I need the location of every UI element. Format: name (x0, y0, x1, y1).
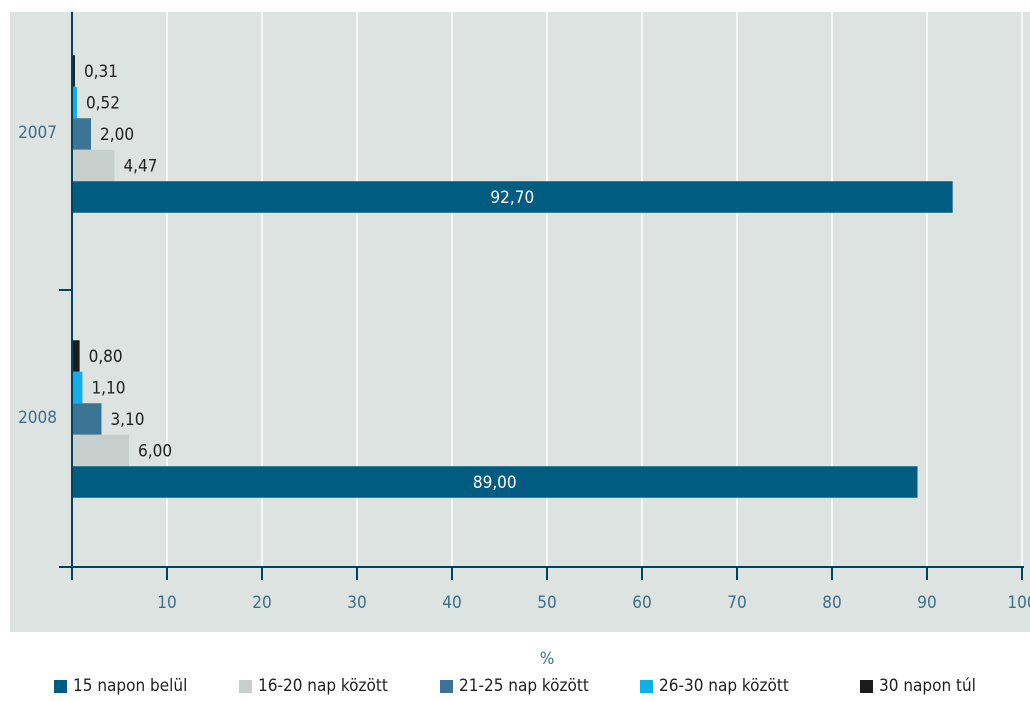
legend-swatch (54, 679, 67, 693)
data-label-2007-series-1: 4,47 (123, 157, 157, 177)
x-tick-label-90: 90 (917, 593, 936, 613)
legend-label: 16-20 nap között (258, 676, 388, 696)
data-label-2008-series-3: 1,10 (91, 379, 125, 399)
data-label-2007-series-3: 0,52 (86, 94, 120, 114)
legend-label: 21-25 nap között (459, 676, 589, 696)
plot-background (10, 12, 1030, 632)
legend-item: 15 napon belül (54, 676, 187, 696)
data-label-2007-series-2: 2,00 (100, 125, 134, 145)
legend-swatch (440, 679, 453, 693)
category-label-2008: 2008 (18, 408, 57, 428)
bar-2007-series-0 (72, 181, 953, 213)
category-label-2007: 2007 (18, 123, 57, 143)
bar-2008-series-0 (72, 466, 918, 498)
bar-2007-series-3 (72, 86, 77, 119)
bar-2008-series-1 (72, 434, 129, 467)
data-label-2007-series-4: 0,31 (84, 62, 118, 82)
bar-2007-series-2 (72, 118, 91, 150)
legend-swatch (860, 679, 873, 693)
data-label-2007-series-0: 92,70 (490, 188, 534, 208)
x-axis-title: % (540, 649, 555, 669)
x-tick-label-10: 10 (157, 593, 176, 613)
legend-item: 16-20 nap között (239, 676, 388, 696)
x-tick-label-100: 100 (1007, 593, 1030, 613)
legend: 15 napon belül 16-20 nap között 21-25 nap … (0, 676, 1030, 696)
bar-2007-series-4 (72, 55, 75, 87)
x-tick-label-30: 30 (347, 593, 366, 613)
legend-swatch (640, 679, 653, 693)
x-tick-label-40: 40 (442, 593, 461, 613)
legend-item: 26-30 nap között (640, 676, 789, 696)
data-label-2008-series-1: 6,00 (138, 442, 172, 462)
legend-item: 21-25 nap között (440, 676, 589, 696)
data-label-2008-series-0: 89,00 (473, 473, 517, 493)
x-tick-label-80: 80 (822, 593, 841, 613)
data-label-2008-series-4: 0,80 (89, 347, 123, 367)
legend-label: 30 napon túl (879, 676, 976, 696)
x-tick-label-50: 50 (537, 593, 556, 613)
bar-2008-series-4 (72, 340, 80, 372)
x-tick-label-60: 60 (632, 593, 651, 613)
legend-label: 26-30 nap között (659, 676, 789, 696)
bar-2007-series-1 (72, 149, 115, 182)
data-label-2008-series-2: 3,10 (110, 410, 144, 430)
bar-2008-series-3 (72, 371, 83, 404)
legend-label: 15 napon belül (73, 676, 188, 696)
bar-2008-series-2 (72, 403, 102, 435)
x-tick-label-70: 70 (727, 593, 746, 613)
x-tick-label-20: 20 (252, 593, 271, 613)
legend-swatch (239, 679, 252, 693)
legend-item: 30 napon túl (860, 676, 976, 696)
